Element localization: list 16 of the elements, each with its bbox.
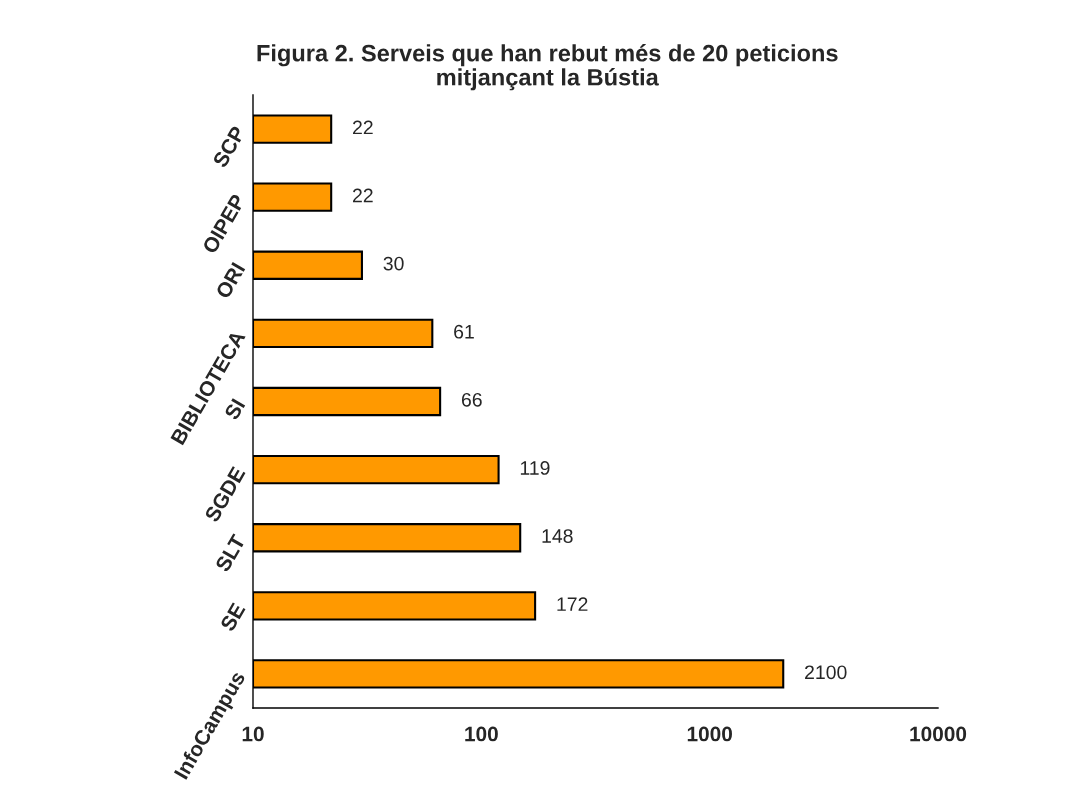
x-tick-label: 1000 [687, 726, 732, 742]
y-tick-label: SE [219, 601, 246, 633]
y-tick-label: ORI [215, 261, 246, 300]
data-label: 61 [454, 324, 474, 339]
x-tick-label: 100 [465, 726, 498, 742]
data-label: 22 [353, 188, 373, 203]
data-label: 30 [383, 256, 404, 271]
chart-title: Figura 2. Serveis que han rebut més de 20 peticions mitjançant la Bústia [257, 44, 838, 91]
x-tick-label: 10 [242, 726, 264, 742]
data-label: 119 [520, 461, 550, 475]
data-label: 172 [557, 597, 588, 611]
data-label: 22 [353, 120, 373, 135]
x-tick-label: 10000 [910, 726, 967, 742]
data-label: 66 [461, 392, 482, 407]
data-label: 2100 [805, 665, 847, 680]
data-label: 148 [542, 529, 573, 543]
